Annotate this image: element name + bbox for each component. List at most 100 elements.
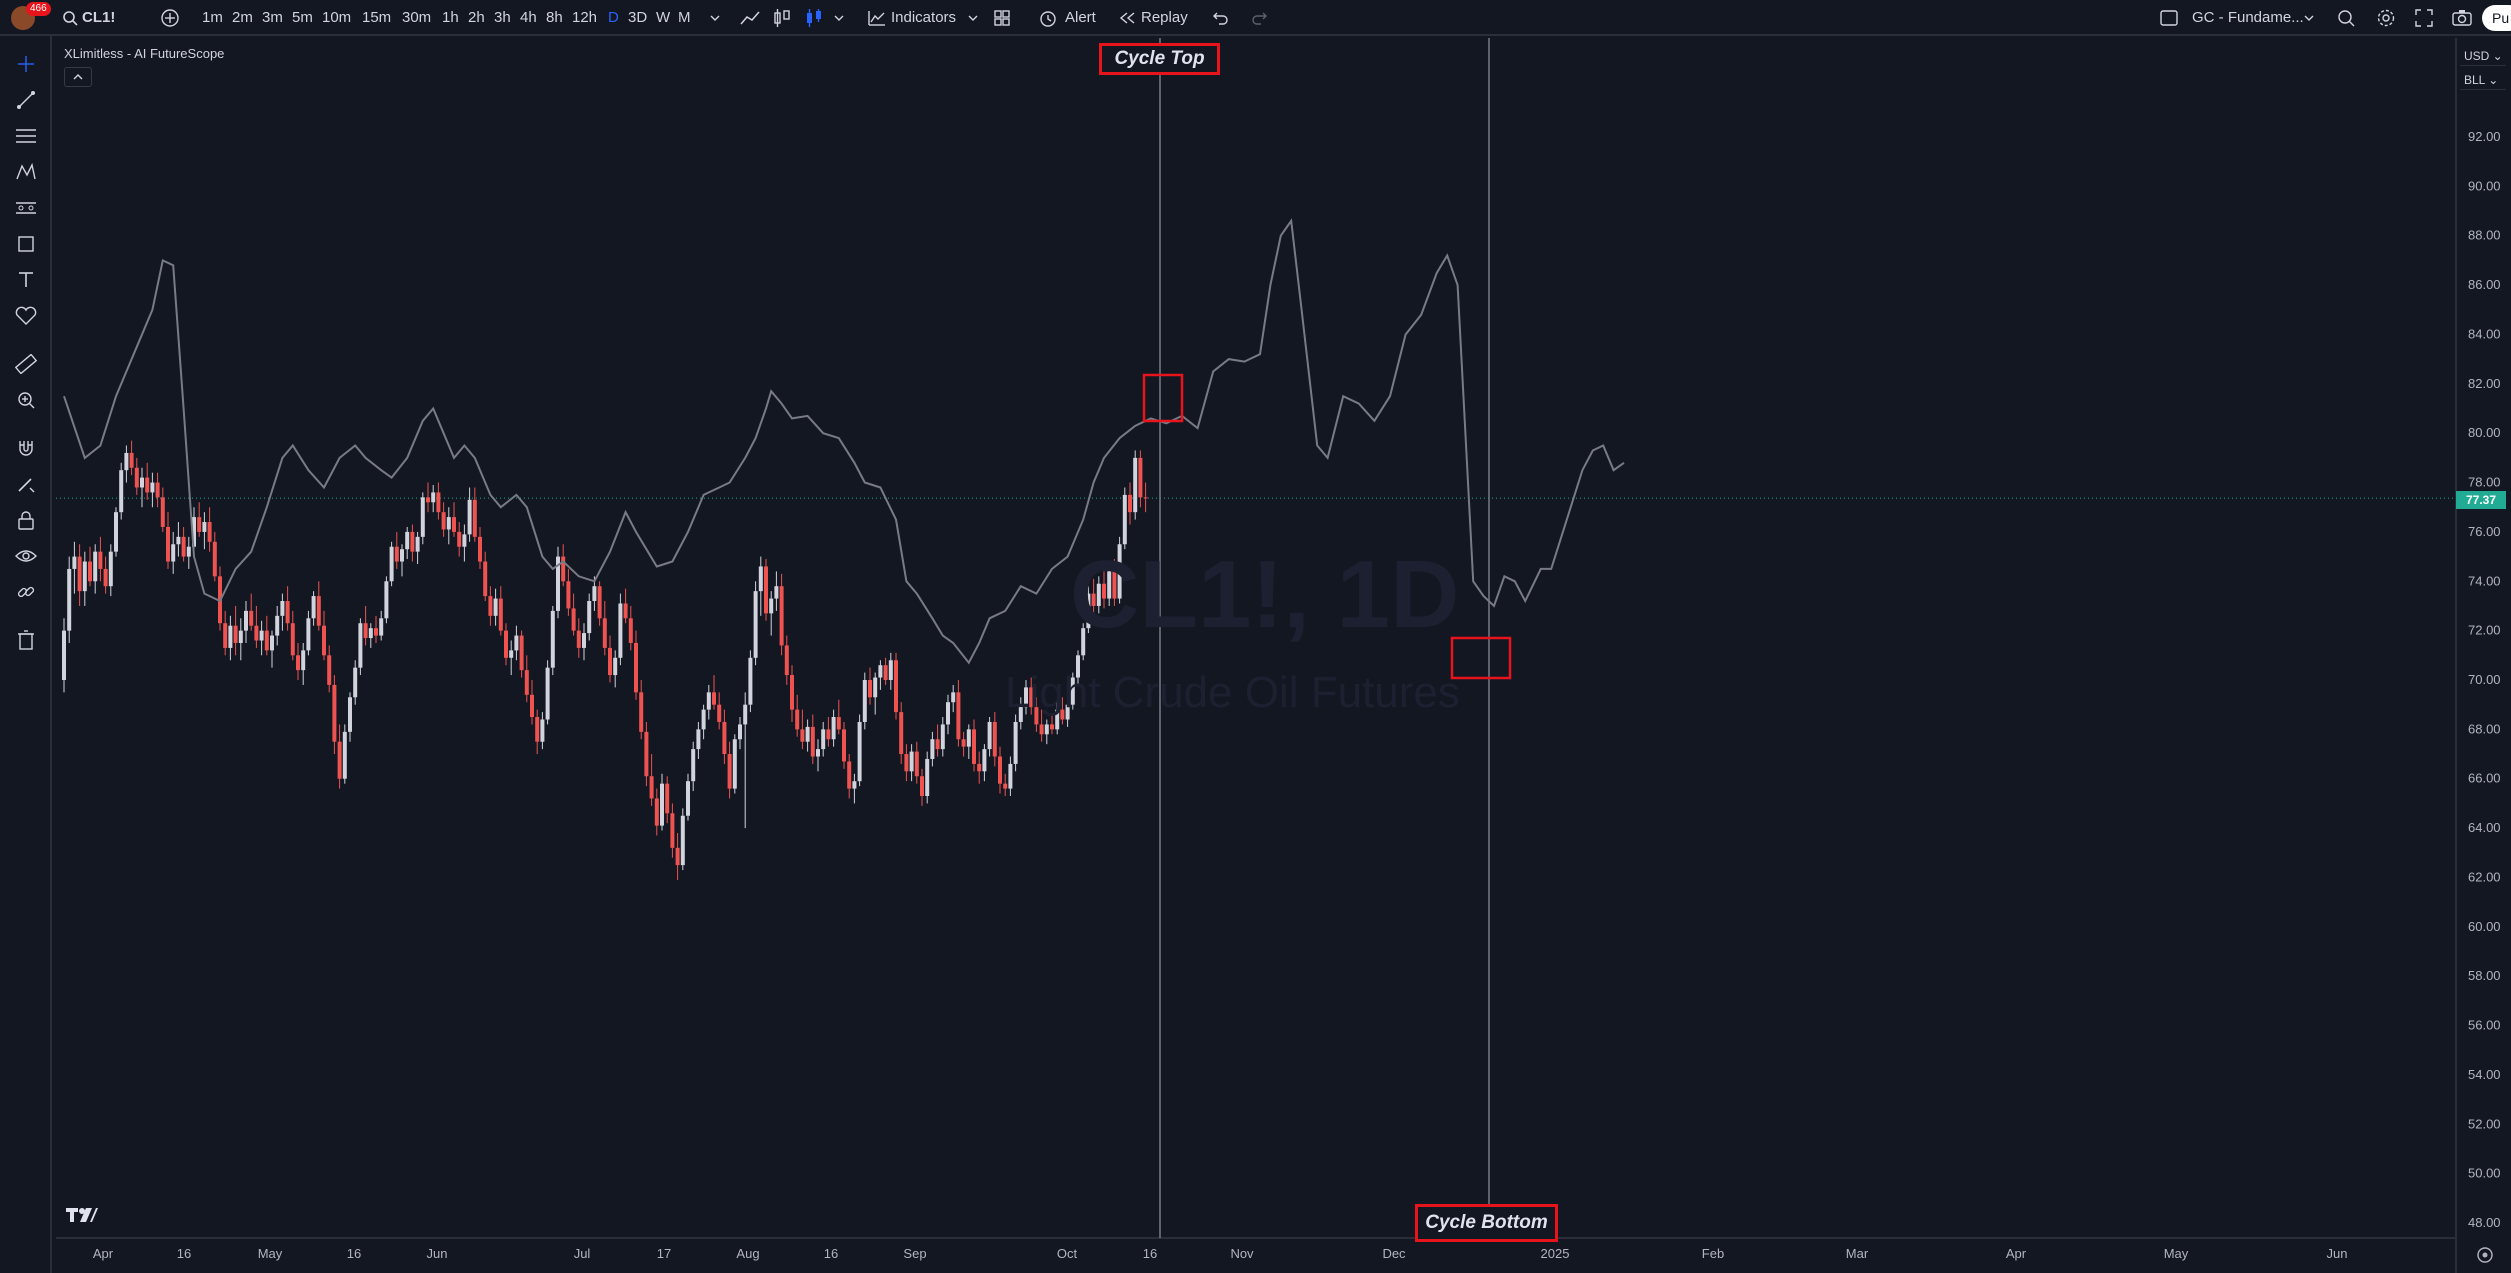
pattern-icon[interactable]: [12, 158, 40, 186]
interval-2m[interactable]: 2m: [232, 9, 253, 26]
candle-body: [795, 709, 800, 730]
unit-selector[interactable]: BLL ⌄: [2460, 70, 2506, 90]
interval-2h[interactable]: 2h: [468, 9, 485, 26]
line-chart-icon[interactable]: [738, 0, 762, 36]
zoom-in-icon[interactable]: [12, 386, 40, 414]
interval-3h[interactable]: 3h: [494, 9, 511, 26]
compare-symbol-button[interactable]: GC - Fundame...: [2192, 9, 2304, 26]
settings-gear-icon[interactable]: [2374, 0, 2398, 36]
rewind-icon[interactable]: [1116, 0, 1138, 36]
lock-icon[interactable]: [12, 506, 40, 534]
chart-type-chevron-down-icon[interactable]: [832, 0, 846, 36]
candle-body: [691, 749, 696, 782]
undo-icon[interactable]: [1210, 0, 1232, 36]
candle-body: [618, 603, 623, 658]
link-icon[interactable]: [12, 578, 40, 606]
candle-body: [509, 650, 514, 658]
candle-body: [1076, 655, 1080, 678]
candle-body: [961, 739, 966, 747]
replay-button[interactable]: Replay: [1141, 9, 1188, 26]
rectangle-icon[interactable]: [12, 230, 40, 258]
ruler-icon[interactable]: [12, 350, 40, 378]
quick-search-icon[interactable]: [2334, 0, 2358, 36]
indicators-icon[interactable]: [866, 0, 888, 36]
search-icon[interactable]: [60, 0, 80, 36]
currency-selector[interactable]: USD ⌄: [2460, 46, 2506, 66]
interval-W[interactable]: W: [656, 9, 671, 26]
interval-5m[interactable]: 5m: [292, 9, 313, 26]
fib-retracement-icon[interactable]: [12, 122, 40, 150]
candle-body: [1029, 687, 1034, 708]
compare-checkbox-icon[interactable]: [2158, 0, 2180, 36]
interval-8h[interactable]: 8h: [546, 9, 563, 26]
interval-D[interactable]: D: [608, 9, 619, 26]
interval-4h[interactable]: 4h: [520, 9, 537, 26]
interval-15m[interactable]: 15m: [362, 9, 392, 26]
trash-icon[interactable]: [12, 626, 40, 654]
candle-body: [561, 556, 566, 582]
price-tick-label: 68.00: [2468, 721, 2501, 736]
publish-button[interactable]: Pu: [2482, 5, 2511, 31]
candle-body: [878, 665, 883, 678]
forecast-icon[interactable]: [12, 194, 40, 222]
candle-body: [753, 591, 758, 658]
time-axis-settings-icon[interactable]: [2477, 1247, 2493, 1263]
layout-grid-icon[interactable]: [990, 0, 1014, 36]
time-tick-label: 16: [824, 1246, 838, 1261]
candle-body: [946, 702, 950, 725]
candle-body: [654, 798, 659, 826]
interval-1m[interactable]: 1m: [202, 9, 223, 26]
alert-button[interactable]: Alert: [1065, 9, 1096, 26]
price-chart[interactable]: 48.00 50.00 52.00 54.00 56.00 58.00 60.00 62.00…: [56, 38, 2511, 1273]
eye-icon[interactable]: [12, 542, 40, 570]
redo-icon[interactable]: [1248, 0, 1270, 36]
candle-body: [155, 482, 160, 498]
crosshair-icon[interactable]: [12, 50, 40, 78]
candle-body: [342, 731, 347, 779]
interval-30m[interactable]: 30m: [402, 9, 432, 26]
drawing-mode-icon[interactable]: [12, 470, 40, 498]
interval-3m[interactable]: 3m: [262, 9, 283, 26]
candle-body: [951, 692, 956, 703]
cycle-top-label: Cycle Top: [1099, 43, 1220, 75]
interval-M[interactable]: M: [678, 9, 691, 26]
magnet-icon[interactable]: [12, 434, 40, 462]
candle-body: [712, 692, 716, 705]
candle-body: [103, 568, 108, 587]
trend-line-icon[interactable]: [12, 86, 40, 114]
candle-body: [1050, 724, 1054, 730]
fullscreen-icon[interactable]: [2412, 0, 2436, 36]
candlestick-chart-icon[interactable]: [802, 0, 826, 36]
time-tick-label: 16: [347, 1246, 361, 1261]
symbol-search-button[interactable]: CL1!: [82, 9, 116, 26]
interval-10m[interactable]: 10m: [322, 9, 352, 26]
price-tick-label: 52.00: [2468, 1116, 2501, 1131]
time-axis[interactable]: Apr 16 May 16 Jun Jul 17 Aug 16 Sep Oct 16 Nov Dec 202…: [93, 1246, 2348, 1261]
candle-body: [982, 749, 987, 772]
text-icon[interactable]: [12, 266, 40, 294]
interval-1h[interactable]: 1h: [442, 9, 459, 26]
indicators-chevron-down-icon[interactable]: [966, 0, 980, 36]
collapse-legend-button[interactable]: [64, 67, 92, 87]
indicator-name[interactable]: XLimitless - AI FutureScope: [64, 46, 225, 61]
candle-body: [987, 721, 992, 750]
indicators-button[interactable]: Indicators: [891, 9, 957, 26]
interval-chevron-down-icon[interactable]: [708, 0, 722, 36]
interval-3D[interactable]: 3D: [628, 9, 648, 26]
notification-badge[interactable]: 466: [26, 2, 51, 16]
camera-icon[interactable]: [2450, 0, 2474, 36]
candle-body: [769, 598, 774, 614]
compare-chevron-down-icon[interactable]: [2302, 0, 2316, 36]
interval-12h[interactable]: 12h: [572, 9, 598, 26]
alarm-clock-icon[interactable]: [1036, 0, 1060, 36]
add-symbol-icon[interactable]: [158, 0, 182, 36]
candle-body: [732, 739, 737, 789]
price-tick-label: 64.00: [2468, 820, 2501, 835]
candle-body: [826, 729, 831, 740]
heart-icon[interactable]: [12, 302, 40, 330]
candle-body: [1117, 544, 1122, 599]
candle-body: [852, 781, 857, 789]
price-axis[interactable]: 48.00 50.00 52.00 54.00 56.00 58.00 60.00 62.00…: [2468, 129, 2501, 1230]
bar-chart-icon[interactable]: [770, 0, 794, 36]
tradingview-logo[interactable]: [66, 1206, 98, 1229]
